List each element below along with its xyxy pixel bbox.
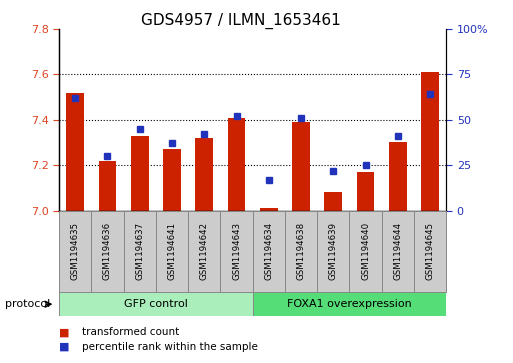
Text: GSM1194636: GSM1194636	[103, 222, 112, 281]
Bar	[59, 292, 252, 316]
Text: GSM1194642: GSM1194642	[200, 222, 209, 281]
Text: GSM1194635: GSM1194635	[71, 222, 80, 281]
Bar	[59, 211, 91, 292]
Text: GSM1194638: GSM1194638	[297, 222, 306, 281]
Bar	[285, 211, 317, 292]
Text: transformed count: transformed count	[82, 327, 180, 337]
Bar	[91, 211, 124, 292]
Text: percentile rank within the sample: percentile rank within the sample	[82, 342, 258, 352]
Text: ■: ■	[59, 327, 69, 337]
Bar	[349, 211, 382, 292]
Bar	[221, 211, 252, 292]
Text: ■: ■	[59, 342, 69, 352]
Text: GSM1194640: GSM1194640	[361, 222, 370, 281]
Text: GDS4957 / ILMN_1653461: GDS4957 / ILMN_1653461	[141, 13, 341, 29]
Bar	[324, 192, 342, 211]
Bar	[317, 211, 349, 292]
Bar	[252, 292, 446, 316]
Text: GFP control: GFP control	[124, 299, 188, 309]
Bar	[252, 211, 285, 292]
Bar	[414, 211, 446, 292]
Bar	[188, 211, 221, 292]
Text: GSM1194634: GSM1194634	[264, 222, 273, 281]
Text: GSM1194645: GSM1194645	[426, 222, 435, 281]
Text: GSM1194643: GSM1194643	[232, 222, 241, 281]
Bar	[357, 172, 374, 211]
Text: GSM1194639: GSM1194639	[329, 223, 338, 280]
Text: GSM1194641: GSM1194641	[167, 222, 176, 281]
Bar	[260, 208, 278, 211]
Bar	[98, 160, 116, 211]
Bar	[292, 122, 310, 211]
Bar	[131, 136, 149, 211]
Text: protocol: protocol	[5, 299, 50, 309]
Text: FOXA1 overexpression: FOXA1 overexpression	[287, 299, 412, 309]
Bar	[195, 138, 213, 211]
Bar	[66, 93, 84, 211]
Bar	[382, 211, 414, 292]
Text: GSM1194637: GSM1194637	[135, 222, 144, 281]
Text: GSM1194644: GSM1194644	[393, 222, 402, 281]
Bar	[228, 118, 245, 211]
Bar	[421, 72, 439, 211]
Bar	[156, 211, 188, 292]
Bar	[389, 143, 407, 211]
Bar	[124, 211, 156, 292]
Bar	[163, 149, 181, 211]
